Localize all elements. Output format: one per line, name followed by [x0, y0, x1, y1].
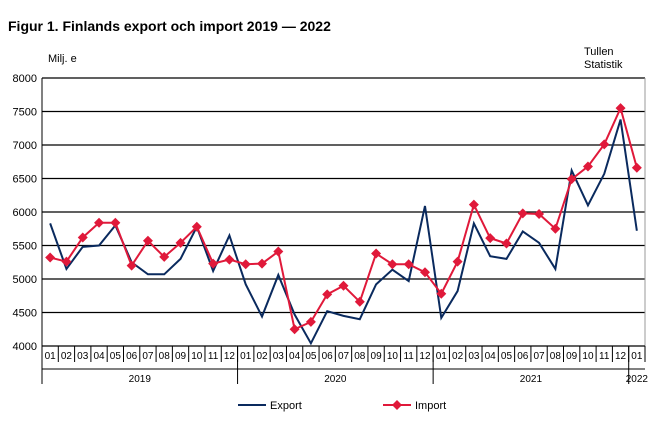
x-tick-label: 06 [322, 351, 334, 362]
data-point-import [77, 232, 88, 243]
data-point-import [354, 296, 365, 307]
data-point-import [615, 103, 626, 114]
data-point-import [305, 316, 316, 327]
x-tick-label: 02 [256, 351, 268, 362]
x-tick-label: 06 [517, 351, 529, 362]
legend-label: Import [415, 400, 446, 412]
x-tick-label: 11 [208, 351, 219, 362]
x-tick-label: 07 [338, 351, 350, 362]
data-point-import [208, 258, 219, 269]
x-tick-label: 07 [142, 351, 154, 362]
y-axis-unit: Milj. e [48, 53, 77, 65]
data-point-import [175, 237, 186, 248]
data-point-import [273, 246, 284, 257]
x-tick-label: 10 [191, 351, 203, 362]
x-tick-label: 11 [599, 351, 610, 362]
data-point-import [45, 252, 56, 263]
data-point-import [159, 251, 170, 262]
x-tick-label: 03 [273, 351, 285, 362]
data-point-import [403, 259, 414, 270]
data-point-import [338, 280, 349, 291]
data-point-import [582, 161, 593, 172]
x-tick-label: 08 [354, 351, 366, 362]
source-logo-text: Tullen Statistik [584, 46, 623, 71]
data-point-import [126, 260, 137, 271]
chart-title: Figur 1. Finlands export och import 2019… [8, 18, 331, 34]
year-label: 2022 [626, 374, 649, 385]
x-tick-label: 05 [305, 351, 317, 362]
data-point-import [142, 235, 153, 246]
x-tick-label: 08 [550, 351, 562, 362]
x-tick-label: 05 [501, 351, 513, 362]
x-tick-label: 10 [387, 351, 399, 362]
data-point-import [501, 238, 512, 249]
data-point-import [599, 139, 610, 150]
x-tick-label: 04 [289, 351, 301, 362]
x-tick-label: 07 [534, 351, 546, 362]
data-point-import [436, 288, 447, 299]
y-tick-label: 7000 [13, 140, 37, 152]
legend-label: Export [270, 400, 302, 412]
y-tick-label: 5500 [13, 241, 37, 253]
y-tick-label: 8000 [13, 73, 37, 85]
data-point-import [61, 256, 72, 267]
x-tick-label: 09 [175, 351, 187, 362]
data-point-import [550, 223, 561, 234]
legend-marker [392, 400, 402, 410]
x-tick-label: 10 [582, 351, 594, 362]
data-point-import [566, 174, 577, 185]
x-tick-label: 03 [468, 351, 480, 362]
data-point-import [468, 199, 479, 210]
data-point-import [257, 258, 268, 269]
x-tick-label: 01 [45, 351, 57, 362]
x-tick-label: 12 [224, 351, 236, 362]
data-point-import [224, 254, 235, 265]
x-tick-label: 11 [403, 351, 414, 362]
data-point-import [387, 259, 398, 270]
x-tick-label: 09 [371, 351, 383, 362]
x-tick-label: 12 [615, 351, 627, 362]
x-tick-label: 04 [93, 351, 105, 362]
x-tick-label: 03 [77, 351, 89, 362]
year-label: 2021 [520, 374, 543, 385]
y-tick-label: 7500 [13, 107, 37, 119]
x-tick-label: 05 [110, 351, 122, 362]
x-tick-label: 02 [452, 351, 464, 362]
data-point-import [517, 208, 528, 219]
x-tick-label: 06 [126, 351, 138, 362]
y-tick-label: 4500 [13, 308, 37, 320]
x-tick-label: 12 [419, 351, 431, 362]
series-line-import [49, 105, 638, 331]
data-point-import [452, 256, 463, 267]
y-tick-label: 6000 [13, 207, 37, 219]
data-point-import [191, 221, 202, 232]
x-tick-label: 09 [566, 351, 578, 362]
data-point-import [419, 267, 430, 278]
data-point-import [289, 324, 300, 335]
x-tick-label: 01 [240, 351, 252, 362]
x-tick-label: 04 [485, 351, 497, 362]
data-point-import [322, 289, 333, 300]
data-point-import [485, 233, 496, 244]
y-tick-label: 5000 [13, 274, 37, 286]
data-point-import [371, 248, 382, 259]
x-tick-label: 01 [436, 351, 448, 362]
y-tick-label: 4000 [13, 341, 37, 353]
x-tick-label: 08 [159, 351, 171, 362]
x-tick-label: 01 [631, 351, 643, 362]
y-tick-label: 6500 [13, 174, 37, 186]
year-label: 2019 [129, 374, 152, 385]
data-point-import [240, 259, 251, 270]
data-point-import [94, 217, 105, 228]
data-point-import [534, 209, 545, 220]
year-label: 2020 [324, 374, 347, 385]
data-point-import [110, 217, 121, 228]
series-line-export [49, 119, 638, 346]
x-tick-label: 02 [61, 351, 73, 362]
data-point-import [631, 162, 642, 173]
